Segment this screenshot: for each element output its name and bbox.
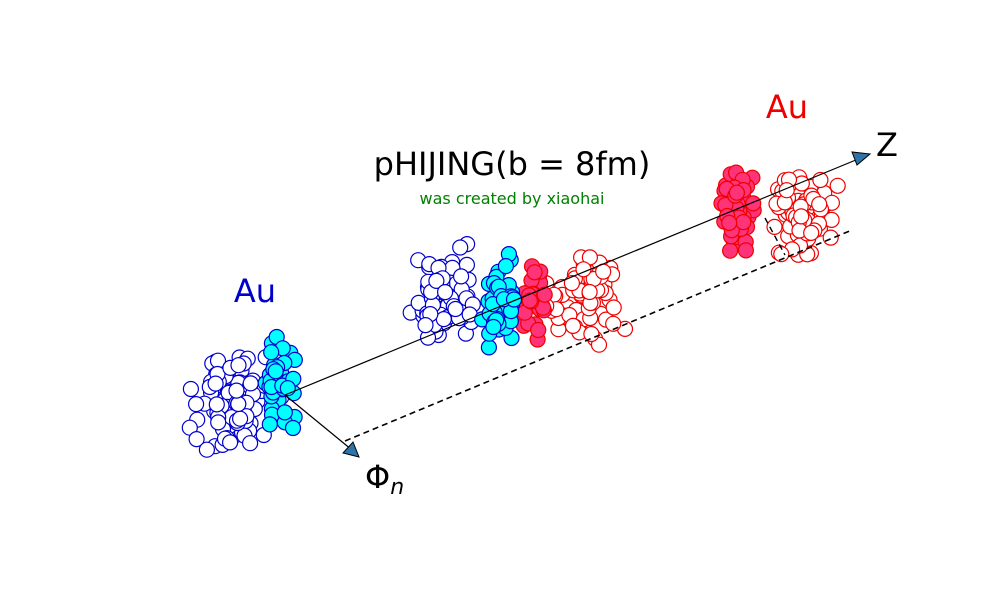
nucleon-participant-center-blue <box>505 291 523 308</box>
nucleon-spectator-center-blue <box>447 300 464 318</box>
nucleon-spectator-left <box>207 375 224 392</box>
nucleon-participant-right <box>737 242 755 259</box>
connector-dashed-line <box>764 217 786 256</box>
nucleon-participant-center-red <box>536 286 553 303</box>
nucleon-participant-center-blue <box>497 258 514 275</box>
nucleon-participant-right <box>735 214 752 231</box>
nucleon-spectator-left <box>242 375 259 392</box>
nucleon-participant-left <box>267 363 284 380</box>
nucleon-spectator-center-red <box>581 283 598 301</box>
nucleon-spectator-right <box>803 224 820 241</box>
nucleon-spectator-left <box>210 414 227 431</box>
nucleon-spectator-left <box>198 441 215 458</box>
phi-axis-line <box>284 394 353 451</box>
nucleon-spectator-left <box>232 410 249 427</box>
nucleon-participant-right <box>721 242 739 259</box>
nucleon-participant-left <box>284 419 302 437</box>
nucleon-participant-center-red <box>521 292 538 309</box>
nucleon-spectator-left <box>188 396 205 413</box>
nucleon-participant-center-blue <box>480 339 497 356</box>
nucleon-participant-center-red <box>530 321 547 339</box>
nucleon-spectator-right <box>766 218 783 235</box>
nucleon-spectator-right <box>811 196 828 213</box>
nucleon-spectator-left <box>182 380 199 398</box>
nucleon-participant-center-red <box>526 264 543 281</box>
impact-parameter-line <box>344 229 853 442</box>
phi-axis-label: Φn <box>365 458 404 500</box>
nucleon-participant-right <box>721 214 738 231</box>
z-axis-label: Z <box>876 126 898 164</box>
nucleon-spectator-center-red <box>583 325 600 343</box>
left-nucleus-label: Au <box>234 272 276 310</box>
nucleon-spectator-center-blue <box>452 239 469 256</box>
right-nucleus-label: Au <box>766 88 808 126</box>
nucleon-spectator-center-blue <box>417 317 434 334</box>
nucleon-participant-center-blue <box>485 318 502 336</box>
nucleon-spectator-left <box>208 396 225 413</box>
phi-axis-arrowhead-icon <box>342 441 360 458</box>
nucleons-layer <box>181 164 846 458</box>
nucleon-participant-right <box>728 184 746 201</box>
nucleon-spectator-center-blue <box>453 268 470 285</box>
z-axis-line <box>284 154 869 396</box>
nucleon-spectator-center-red <box>605 299 622 316</box>
nucleon-spectator-center-red <box>563 275 581 292</box>
nucleon-spectator-left <box>230 395 247 413</box>
nucleon-spectator-left <box>230 357 247 374</box>
nucleon-spectator-right <box>829 177 846 194</box>
nucleon-spectator-right <box>773 246 790 263</box>
nucleon-spectator-left <box>222 434 239 451</box>
subtitle: was created by xiaohai <box>420 189 605 208</box>
nucleon-spectator-center-blue <box>437 284 454 301</box>
nucleon-spectator-center-red <box>564 317 582 334</box>
phi-symbol: Φ <box>365 458 390 496</box>
nucleon-spectator-left <box>228 382 245 399</box>
nucleon-participant-right <box>745 195 762 212</box>
nucleon-participant-left <box>261 416 278 433</box>
nucleon-spectator-left <box>188 431 205 448</box>
nucleon-spectator-center-blue <box>428 272 445 289</box>
phi-subscript: n <box>390 475 404 500</box>
nucleon-spectator-right <box>793 208 810 225</box>
nucleon-spectator-left <box>242 435 259 452</box>
page-title: pHIJING(b = 8fm) <box>374 145 651 183</box>
nucleon-spectator-right <box>822 229 839 246</box>
nucleon-participant-left <box>263 344 280 361</box>
z-axis-arrowhead-icon <box>851 151 872 166</box>
nucleon-participant-left <box>276 404 293 421</box>
